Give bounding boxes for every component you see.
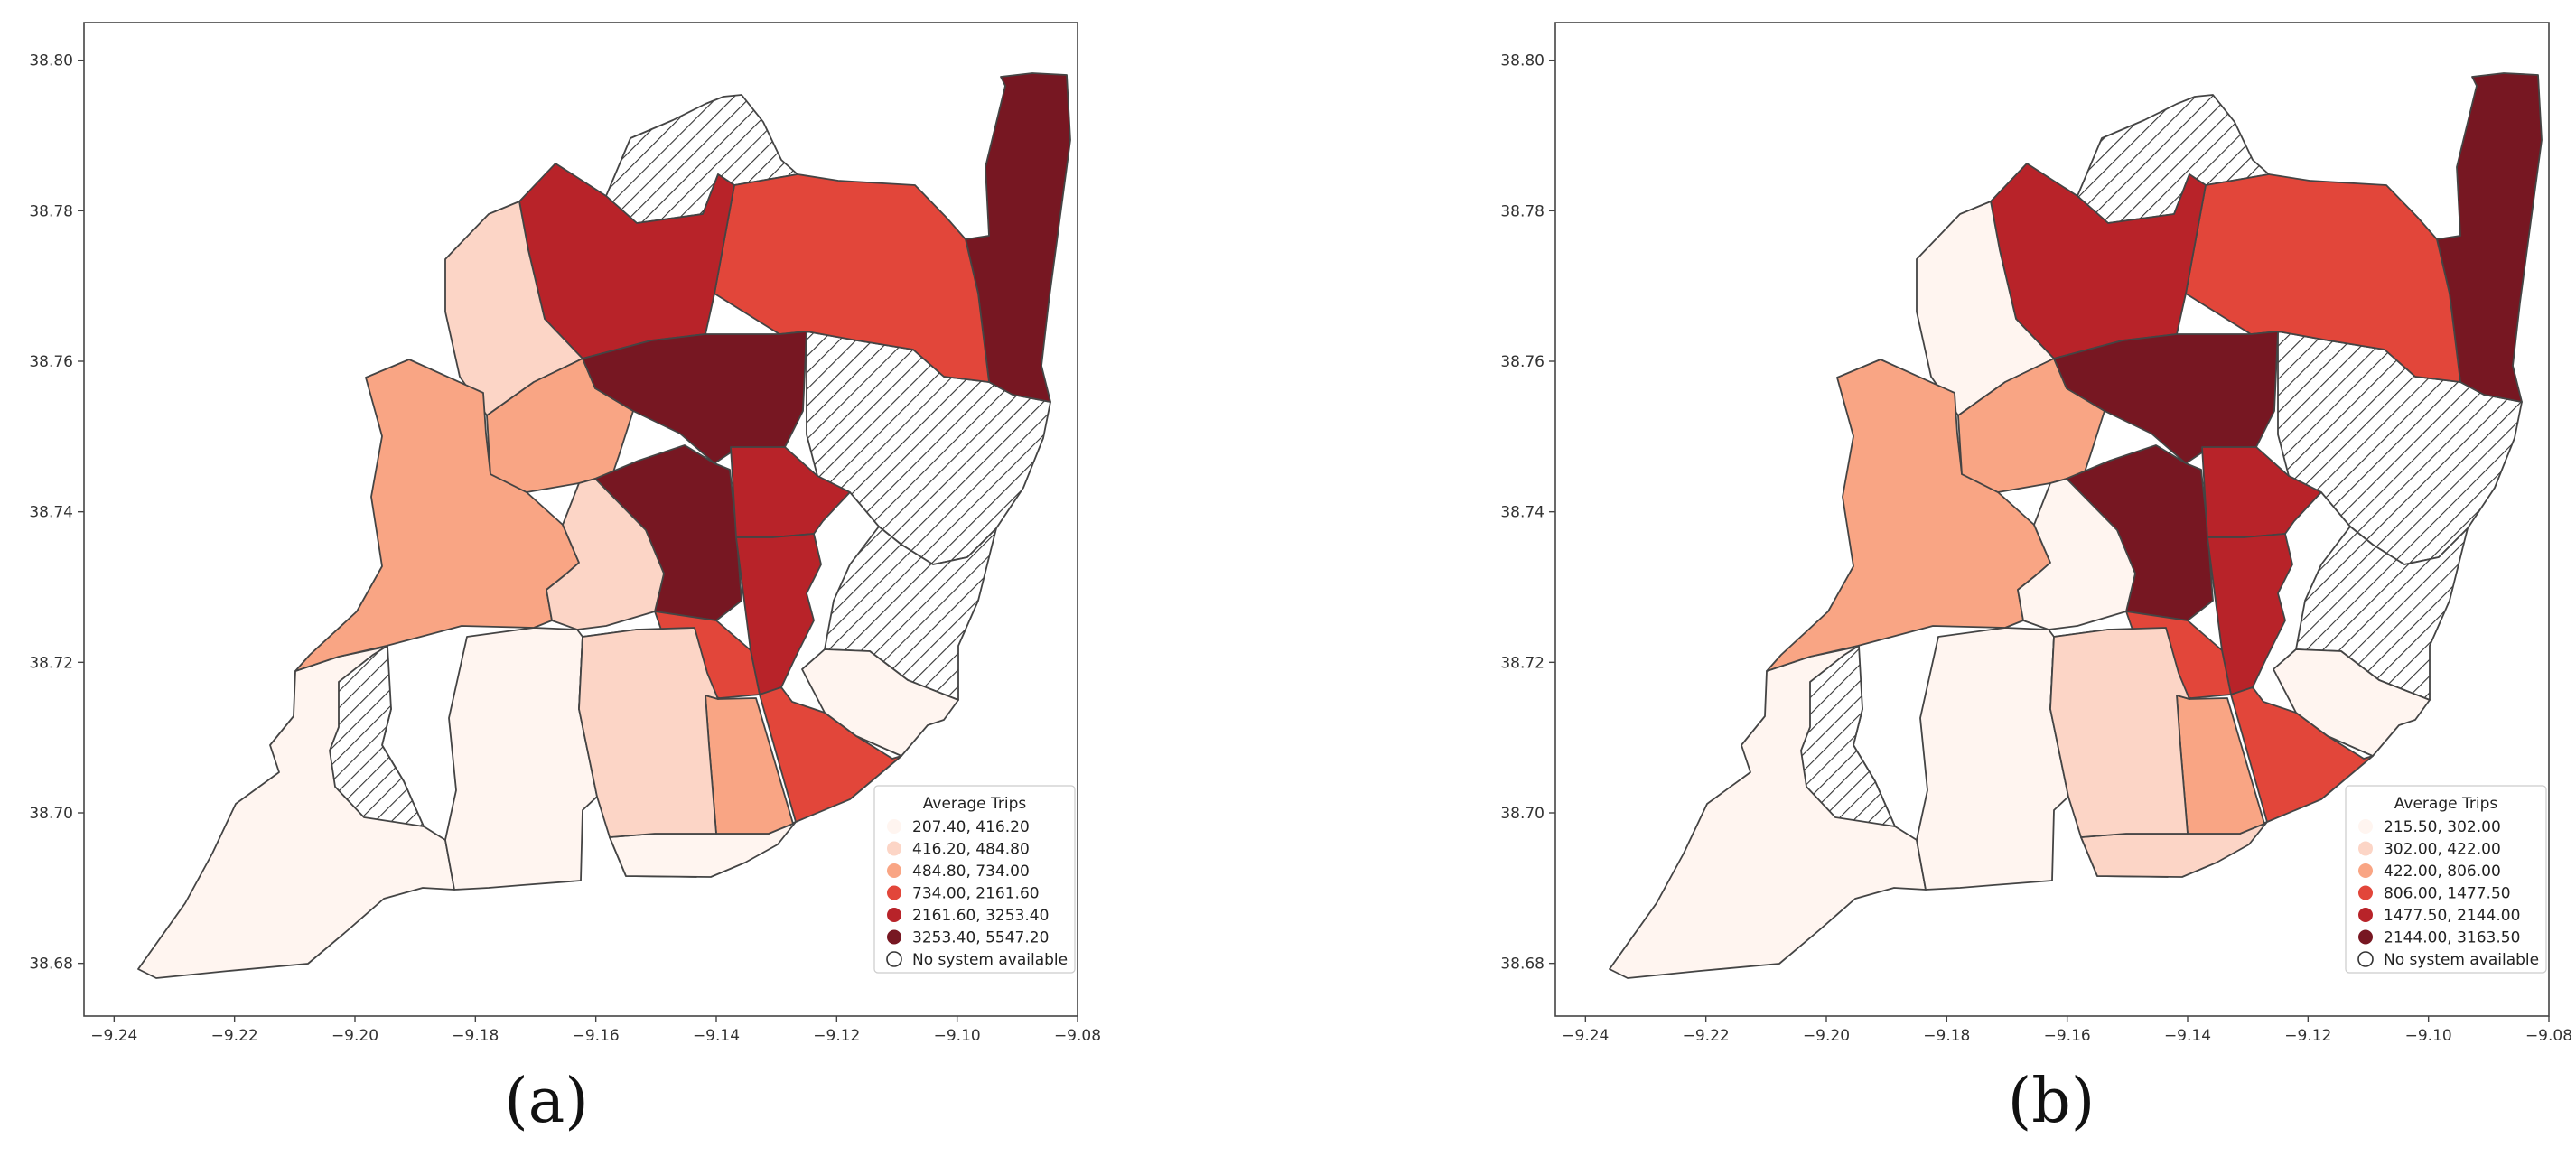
map-region-r19 (801, 648, 959, 757)
legend-marker-class-5 (2358, 908, 2373, 922)
legend-entry-label: 422.00, 806.00 (2384, 863, 2501, 881)
legend-entry-label: 806.00, 1477.50 (2384, 885, 2511, 903)
map-region-r19 (2273, 648, 2431, 757)
x-tick-label: −9.22 (211, 1027, 258, 1045)
panel-caption-a: (a) (504, 1066, 589, 1137)
legend-entry-label: 1477.50, 2144.00 (2384, 907, 2520, 925)
legend-entry-label: No system available (912, 951, 1068, 969)
x-tick-label: −9.14 (2164, 1027, 2211, 1045)
legend-title: Average Trips (2394, 795, 2498, 813)
x-tick-label: −9.08 (2525, 1027, 2572, 1045)
x-tick-label: −9.12 (813, 1027, 860, 1045)
legend-marker-class-3 (887, 863, 901, 878)
choropleth-map-b: −9.24 −9.22 −9.20 −9.18 −9.16 −9.14 −9.12 −9.10… (1500, 22, 2572, 1045)
choropleth-map-a: −9.24 −9.22 −9.20 −9.18 −9.16 −9.14 −9.12 −9.10… (29, 22, 1101, 1045)
y-tick-label: 38.76 (29, 353, 73, 371)
map-region-r9 (759, 686, 902, 823)
legend-title: Average Trips (923, 795, 1027, 813)
legend-entry-label: 2144.00, 3163.50 (2384, 929, 2520, 947)
map-region-r14 (546, 478, 665, 630)
x-tick-label: −9.08 (1054, 1027, 1101, 1045)
y-tick-label: 38.78 (1500, 202, 1545, 220)
x-tick-label: −9.18 (1923, 1027, 1970, 1045)
legend-entry-label: 416.20, 484.80 (912, 841, 1030, 859)
map-region-r10 (294, 359, 580, 672)
map-region-r17 (1916, 627, 2069, 891)
map-region-r15 (2049, 627, 2190, 838)
axes-frame (1554, 22, 2550, 1017)
y-tick-label: 38.68 (1500, 956, 1545, 974)
y-tick-label: 38.72 (1500, 654, 1545, 672)
legend-marker-class-4 (887, 885, 901, 900)
x-tick-label: −9.24 (90, 1027, 137, 1045)
y-tick-label: 38.68 (29, 956, 73, 974)
y-tick-label: 38.72 (29, 654, 73, 672)
map-region-r1 (965, 72, 1071, 403)
legend: Average Trips 215.50, 302.00 302.00, 422.0… (2345, 785, 2547, 974)
x-tick-label: −9.20 (331, 1027, 378, 1045)
x-tick-label: −9.12 (2284, 1027, 2331, 1045)
map-region-r15 (578, 627, 719, 838)
x-tick-label: −9.16 (2044, 1027, 2091, 1045)
y-tick-label: 38.78 (29, 202, 73, 220)
legend-entry-label: 2161.60, 3253.40 (912, 907, 1049, 925)
x-tick-label: −9.24 (1562, 1027, 1609, 1045)
y-tick-label: 38.80 (29, 52, 73, 70)
y-tick-label: 38.76 (1500, 353, 1545, 371)
legend-entry-label: 3253.40, 5547.20 (912, 929, 1049, 947)
legend-entry-label: 734.00, 2161.60 (912, 885, 1040, 903)
map-region-r17 (444, 627, 598, 891)
x-tick-label: −9.16 (573, 1027, 620, 1045)
legend-marker-no-system (2357, 951, 2374, 967)
y-tick-label: 38.74 (1500, 504, 1545, 522)
legend-marker-class-4 (2358, 885, 2373, 900)
map-region-r10 (1766, 359, 2051, 672)
x-tick-label: −9.10 (2405, 1027, 2452, 1045)
legend-entry-label: No system available (2384, 951, 2539, 969)
legend-box (2345, 785, 2547, 974)
legend-marker-class-5 (887, 908, 901, 922)
legend-entry-label: 215.50, 302.00 (2384, 818, 2501, 836)
x-tick-label: −9.14 (693, 1027, 740, 1045)
legend-box (873, 785, 1076, 974)
legend-marker-class-6 (887, 929, 901, 945)
y-tick-label: 38.70 (1500, 805, 1545, 823)
legend-marker-class-1 (2358, 819, 2373, 834)
legend-marker-class-1 (887, 819, 901, 834)
y-tick-label: 38.74 (29, 504, 73, 522)
legend-entry-label: 484.80, 734.00 (912, 863, 1030, 881)
legend-marker-class-2 (887, 841, 901, 856)
map-region-r1 (2436, 72, 2543, 403)
x-tick-label: −9.18 (452, 1027, 499, 1045)
legend-entry-label: 302.00, 422.00 (2384, 841, 2501, 859)
panel-caption-b: (b) (2007, 1066, 2095, 1137)
legend-marker-class-2 (2358, 841, 2373, 856)
map-region-r9 (2230, 686, 2374, 823)
x-tick-label: −9.22 (1683, 1027, 1730, 1045)
legend-marker-class-6 (2358, 929, 2373, 945)
y-tick-label: 38.80 (1500, 52, 1545, 70)
legend: Average Trips 207.40, 416.20 416.20, 484.8… (873, 785, 1076, 974)
legend-marker-no-system (886, 951, 902, 967)
axes-frame (83, 22, 1078, 1017)
legend-marker-class-3 (2358, 863, 2373, 878)
legend-entry-label: 207.40, 416.20 (912, 818, 1030, 836)
y-tick-label: 38.70 (29, 805, 73, 823)
map-region-r14 (2017, 478, 2136, 630)
x-tick-label: −9.10 (934, 1027, 981, 1045)
x-tick-label: −9.20 (1803, 1027, 1850, 1045)
